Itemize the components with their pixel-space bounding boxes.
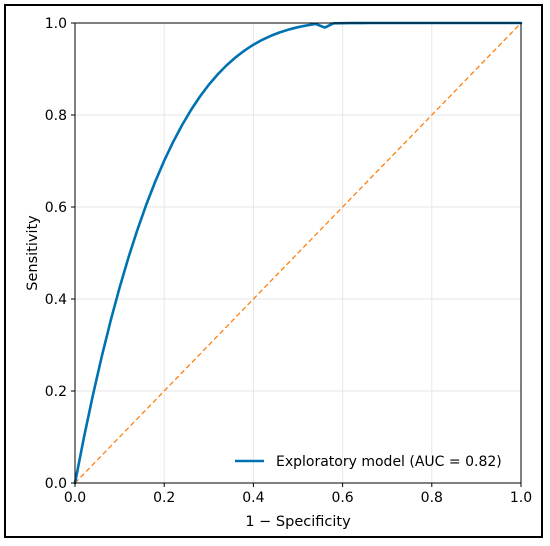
x-tick-label: 0.0 <box>64 490 86 506</box>
x-tick-label: 0.6 <box>331 490 353 506</box>
y-tick-label: 1.0 <box>45 16 67 32</box>
y-tick-label: 0.6 <box>45 200 67 216</box>
x-tick-label: 0.8 <box>421 490 443 506</box>
y-tick-label: 0.0 <box>45 476 67 492</box>
plot-area-border <box>74 22 522 484</box>
chance-diagonal-line <box>74 22 522 484</box>
x-tick-label: 0.2 <box>153 490 175 506</box>
x-axis-title: 1 − Specificity <box>245 514 351 530</box>
figure-frame <box>4 4 543 538</box>
x-tick-label: 1.0 <box>510 490 532 506</box>
legend-label: Exploratory model (AUC = 0.82) <box>276 454 502 470</box>
x-tick-label: 0.4 <box>242 490 264 506</box>
y-tick-label: 0.4 <box>45 292 67 308</box>
ticks: 0.0 0.2 0.4 0.6 0.8 1.0 0.0 0.2 0.4 0.6 0.8 1.0 <box>45 16 532 506</box>
y-tick-label: 0.8 <box>45 108 67 124</box>
series-layer <box>73 21 523 485</box>
y-axis-title: Sensitivity <box>25 215 41 291</box>
y-tick-label: 0.2 <box>45 384 67 400</box>
legend: Exploratory model (AUC = 0.82) <box>235 454 502 470</box>
